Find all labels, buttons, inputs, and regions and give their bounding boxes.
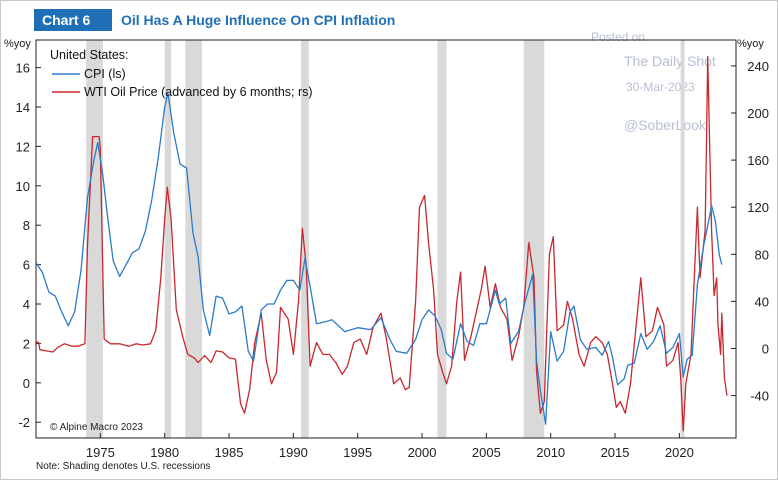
left-axis-unit: %yoy <box>4 38 31 50</box>
x-tick-label: 1990 <box>279 445 308 460</box>
watermark-handle: @SoberLook <box>624 117 707 133</box>
recession-band <box>523 40 545 438</box>
left-tick-label: 14 <box>16 100 30 115</box>
left-tick-label: 6 <box>23 258 30 273</box>
legend: United States: CPI (ls) WTI Oil Price (a… <box>50 48 313 99</box>
left-tick-label: 10 <box>16 179 30 194</box>
x-tick-label: 1995 <box>343 445 372 460</box>
left-tick-label: 8 <box>23 218 30 233</box>
x-axis-ticks: 1975 1980 1985 1990 1995 2000 2005 2010 2015 2020 <box>86 433 694 460</box>
x-tick-label: 2005 <box>472 445 501 460</box>
x-tick-label: 2015 <box>601 445 630 460</box>
x-tick-label: 1985 <box>215 445 244 460</box>
right-tick-label: 80 <box>755 247 769 262</box>
chart-title: Oil Has A Huge Influence On CPI Inflatio… <box>121 12 395 28</box>
right-tick-label: 160 <box>747 153 769 168</box>
series-lines <box>35 55 728 432</box>
recession-band <box>437 40 447 438</box>
watermark-posted-on: Posted on <box>591 30 645 44</box>
right-axis-unit: %yoy <box>737 38 764 50</box>
x-tick-label: 1980 <box>150 445 179 460</box>
legend-item-oil: WTI Oil Price (advanced by 6 months; rs) <box>84 85 313 99</box>
watermark-source: The Daily Shot <box>624 53 716 69</box>
left-tick-label: 12 <box>16 139 30 154</box>
right-tick-label: 0 <box>762 342 769 357</box>
chart-badge <box>34 9 112 31</box>
left-tick-label: 16 <box>16 61 30 76</box>
x-tick-label: 2020 <box>665 445 694 460</box>
recession-band <box>164 40 172 438</box>
legend-item-cpi: CPI (ls) <box>84 67 126 81</box>
right-axis-ticks: -40 0 40 80 120 160 200 240 <box>731 59 769 404</box>
footnote: Note: Shading denotes U.S. recessions <box>36 461 211 472</box>
left-tick-label: 4 <box>23 297 30 312</box>
x-tick-label: 2000 <box>408 445 437 460</box>
legend-header: United States: <box>50 48 129 62</box>
plot-border <box>35 39 737 439</box>
chart-badge-label: Chart 6 <box>42 12 90 28</box>
right-tick-label: 40 <box>755 294 769 309</box>
oil-series-line <box>35 55 728 432</box>
recession-band <box>86 40 103 438</box>
right-tick-label: -40 <box>750 389 769 404</box>
x-tick-label: 2010 <box>536 445 565 460</box>
recession-shading <box>86 40 685 438</box>
left-tick-label: -2 <box>18 415 30 430</box>
watermark-date: 30-Mar-2023 <box>626 80 695 94</box>
copyright-note: © Alpine Macro 2023 <box>50 422 143 433</box>
left-axis-ticks: -2 0 2 4 6 8 10 12 14 16 <box>16 61 41 430</box>
right-tick-label: 200 <box>747 106 769 121</box>
recession-band <box>680 40 685 438</box>
left-tick-label: 2 <box>23 336 30 351</box>
right-tick-label: 240 <box>747 59 769 74</box>
x-tick-label: 1975 <box>86 445 115 460</box>
right-tick-label: 120 <box>747 200 769 215</box>
cpi-series-line <box>35 92 723 425</box>
left-tick-label: 0 <box>23 376 30 391</box>
recession-band <box>301 40 309 438</box>
